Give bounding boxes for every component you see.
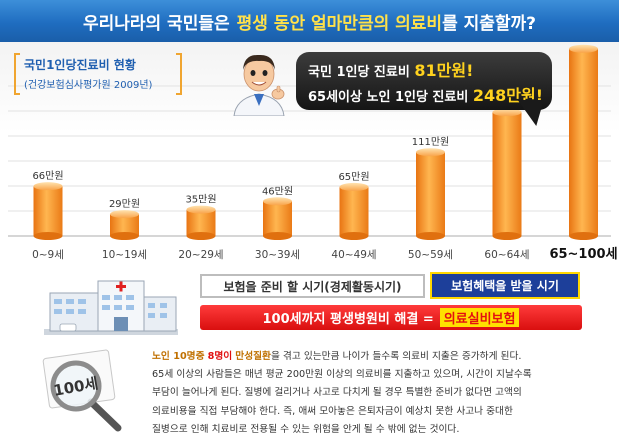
bubble-senior-value: 248만원! <box>472 86 543 105</box>
data-label-1: 29만원 <box>109 198 140 210</box>
header-banner: 우리나라의 국민들은 평생 동안 얼마만큼의 의료비 를 지출할까? <box>0 0 619 42</box>
bar-base-3 <box>263 232 292 240</box>
data-label-0: 66만원 <box>32 170 63 182</box>
data-label-5: 111만원 <box>412 136 450 148</box>
doctor-illustration <box>233 54 285 116</box>
description-highlight-1: 노인 10명중 <box>152 351 205 362</box>
bar-top-6 <box>492 108 522 117</box>
description-red: 8명이 <box>207 351 233 362</box>
description-line-1: 노인 10명중 8명이 만성질환을 겪고 있는만큼 나이가 들수록 의료비 지출… <box>152 348 614 366</box>
bar-top-1 <box>110 210 139 219</box>
bar-base-2 <box>186 232 216 240</box>
caption-bracket-right <box>176 53 182 95</box>
bubble-line-senior: 65세이상 노인 1인당 진료비 248만원! <box>308 84 552 109</box>
bar-top-3 <box>263 197 292 206</box>
category-label-0: 0~9세 <box>32 249 64 261</box>
header-title-prefix: 우리나라의 국민들은 <box>82 13 230 34</box>
category-label-5: 50~59세 <box>408 249 453 261</box>
bar-top-0 <box>33 182 63 191</box>
prep-period-label: 보험을 준비 할 시기(경제활동시기) <box>200 274 425 298</box>
bubble-average-value: 81만원! <box>414 61 474 80</box>
category-label-3: 30~39세 <box>255 249 300 261</box>
bar-0 <box>33 186 63 236</box>
chart-bars <box>33 44 598 240</box>
bar-top-5 <box>416 148 445 157</box>
bar-base-4 <box>339 232 369 240</box>
header-title-suffix: 를 지출할까? <box>442 13 537 34</box>
bar-5 <box>416 152 445 236</box>
category-label-6: 60~64세 <box>484 249 529 261</box>
magnifier-illustration: 100세 <box>42 349 122 432</box>
speech-bubble: 국민 1인당 진료비 81만원! 65세이상 노인 1인당 진료비 248만원! <box>296 52 552 110</box>
chart-labels: 66만원 0~9세 29만원 10~19세 35만원 20~29세 46만원 30~39세 65… <box>32 96 617 262</box>
category-label-1: 10~19세 <box>102 249 147 261</box>
insurance-banner: 100세까지 평생병원비 해결 = 의료실비보험 <box>200 305 582 330</box>
data-label-4: 65만원 <box>338 171 369 183</box>
category-label-4: 40~49세 <box>331 249 376 261</box>
bar-base-6 <box>492 232 522 240</box>
bar-2 <box>186 209 216 236</box>
data-label-2: 35만원 <box>185 194 216 206</box>
description-line-2: 65세 이상의 사람들은 매년 평균 200만원 이상의 의료비를 지출하고 있… <box>152 369 532 381</box>
description-line-5: 질병으로 인해 치료비로 전용될 수 있는 위험을 안게 될 수 밖에 없는 것… <box>152 423 460 435</box>
header-title-highlight: 평생 동안 얼마만큼의 의료비 <box>236 13 443 34</box>
bar-7 <box>569 48 598 237</box>
bar-base-5 <box>416 232 445 240</box>
description-highlight-2: 만성질환 <box>235 351 271 362</box>
caption-title: 국민1인당진료비 현황 <box>24 58 136 72</box>
bubble-senior-label: 65세이상 노인 1인당 진료비 <box>308 90 469 105</box>
benefit-period-label: 보험혜택을 받을 시기 <box>430 272 580 299</box>
description: 노인 10명중 8명이 만성질환을 겪고 있는만큼 나이가 들수록 의료비 지출… <box>152 348 614 439</box>
description-line-1-rest: 을 겪고 있는만큼 나이가 들수록 의료비 지출은 증가하게 된다. <box>270 351 522 362</box>
bubble-average-label: 국민 1인당 진료비 <box>308 65 410 80</box>
bar-6 <box>492 112 522 236</box>
caption-bracket-left <box>14 53 20 95</box>
banner-highlight: 의료실비보험 <box>439 308 520 327</box>
banner-text: 100세까지 평생병원비 해결 = <box>262 312 434 327</box>
bar-3 <box>263 201 292 236</box>
bubble-line-average: 국민 1인당 진료비 81만원! <box>308 59 552 84</box>
data-label-3: 46만원 <box>262 185 293 197</box>
bar-base-0 <box>33 232 63 240</box>
category-label-7: 65~100세 <box>549 247 617 262</box>
chart-caption: 국민1인당진료비 현황 (건강보험심사평가원 2009년) <box>14 53 182 95</box>
description-line-3: 부담이 늘어나게 된다. 질병에 걸리거나 사고로 다치게 될 경우 특별한 준… <box>152 387 522 399</box>
bar-chart: 66만원 0~9세 29만원 10~19세 35만원 20~29세 46만원 30~39세 65… <box>8 44 618 262</box>
bar-top-2 <box>186 205 216 214</box>
bar-1 <box>110 214 139 236</box>
bar-top-7 <box>569 44 598 53</box>
description-line-4: 의료비용을 직접 부담해야 한다. 즉, 애써 모아놓은 은퇴자금이 예상치 못… <box>152 405 513 417</box>
hospital-illustration <box>44 280 178 335</box>
bar-4 <box>339 186 369 236</box>
bar-base-1 <box>110 232 139 240</box>
bar-base-7 <box>569 232 598 240</box>
bar-top-4 <box>339 182 369 191</box>
caption-subtitle: (건강보험심사평가원 2009년) <box>24 80 153 91</box>
category-label-2: 20~29세 <box>178 249 223 261</box>
